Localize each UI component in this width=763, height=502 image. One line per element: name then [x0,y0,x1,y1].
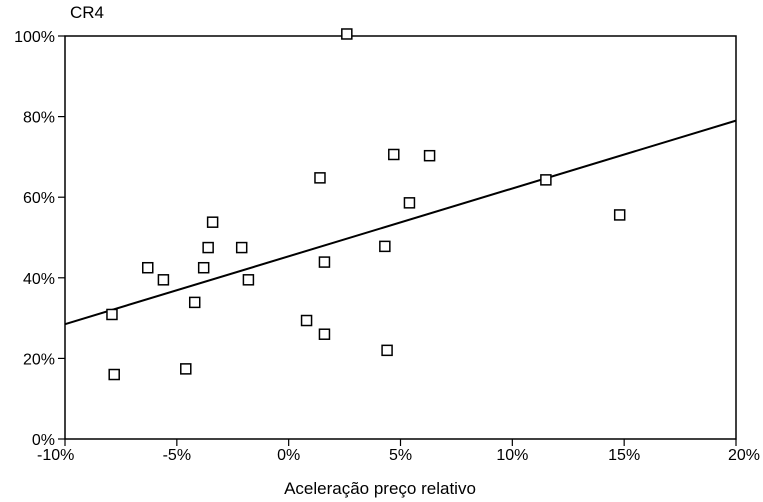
y-axis-ticks: 0% 20% 40% 60% 80% 100% [14,29,65,449]
x-axis-title: Aceleração preço relativo [284,479,476,498]
data-point [403,197,416,209]
data-point [157,274,170,286]
data-point [300,314,313,327]
data-point [318,256,331,268]
data-point [180,363,192,375]
data-point [314,172,326,184]
data-point [381,344,393,357]
x-tick-label: 5% [389,447,412,464]
data-point [206,216,219,228]
x-tick-label: 10% [496,447,528,464]
x-tick-label: 20% [728,447,760,464]
data-points-layer [106,28,626,381]
data-point [106,308,118,321]
y-tick-label: 80% [23,110,55,127]
data-point [108,368,120,381]
data-point [202,241,214,254]
x-tick-label: 15% [608,447,640,464]
data-point [423,149,436,162]
x-tick-label: -5% [163,447,191,464]
data-point [613,209,626,221]
x-tick-label: 0% [277,447,300,464]
x-tick-label: -10% [37,447,74,464]
data-point [540,174,552,186]
plot-frame [64,35,737,440]
y-tick-label: 100% [14,29,55,46]
y-tick-label: 60% [23,190,55,207]
data-point [379,240,391,253]
data-point [341,28,353,40]
y-tick-label: 0% [32,432,55,449]
data-point [142,261,154,274]
data-point [318,328,331,340]
data-point [188,296,201,309]
y-tick-label: 40% [23,271,55,288]
data-point [197,261,210,274]
y-tick-label: 20% [23,351,55,368]
x-axis-ticks: -10% -5% 0% 5% 10% 15% 20% [37,439,760,464]
data-point [235,241,248,254]
data-point [388,148,400,161]
trend-line-layer [64,119,737,326]
data-point [242,274,255,286]
trend-line [64,119,737,326]
y-axis-title: CR4 [70,3,104,22]
